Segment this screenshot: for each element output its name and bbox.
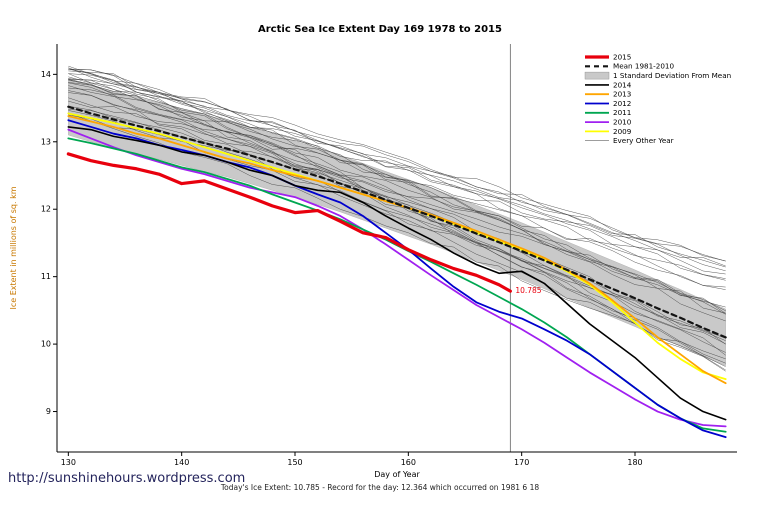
- legend-label: 2011: [613, 108, 631, 117]
- every-other-year-line: [68, 92, 726, 372]
- axes: 130 140 150 160 170 180 9 10 11 12 13 14 Day of Year…: [9, 44, 737, 479]
- legend-label: 2015: [613, 52, 631, 61]
- legend-label: Every Other Year: [613, 136, 674, 145]
- every-other-year-line: [68, 69, 726, 262]
- legend-label: Mean 1981-2010: [613, 62, 674, 71]
- series-line-2010: [67, 128, 727, 428]
- legend-label: 2012: [613, 99, 631, 108]
- y-tick-label: 13: [41, 137, 51, 146]
- legend-label: 2013: [613, 90, 631, 99]
- site-watermark: http://sunshinehours.wordpress.com: [8, 471, 246, 486]
- every-other-year-line: [68, 90, 726, 353]
- every-other-year-line: [68, 68, 726, 314]
- x-tick-label: 160: [401, 458, 416, 467]
- series-line-2014: [67, 126, 727, 421]
- every-other-year-line: [68, 79, 726, 275]
- every-other-year-line: [68, 68, 726, 281]
- y-tick-label: 11: [41, 272, 51, 281]
- every-other-year-line: [68, 85, 726, 268]
- every-other-year-line: [68, 87, 726, 311]
- x-tick-label: 180: [627, 458, 642, 467]
- y-tick-label: 14: [41, 70, 51, 79]
- x-tick-label: 140: [174, 458, 189, 467]
- every-other-year-line: [68, 82, 726, 341]
- every-other-year-line: [68, 114, 726, 279]
- every-other-year-line: [68, 65, 726, 371]
- series-line-2012: [67, 119, 727, 439]
- chart-title: Arctic Sea Ice Extent Day 169 1978 to 20…: [258, 24, 502, 35]
- every-other-year-line: [68, 105, 726, 308]
- legend-label: 1 Standard Deviation From Mean: [613, 71, 731, 80]
- y-tick-label: 10: [41, 340, 51, 349]
- y-tick-label: 12: [41, 205, 51, 214]
- every-other-year-line: [68, 79, 726, 290]
- y-axis-label: Ice Extent in millions of sq. km: [9, 186, 18, 309]
- legend-label: 2009: [613, 127, 632, 136]
- every-other-year-line: [68, 68, 726, 322]
- every-other-year-line: [68, 100, 726, 272]
- legend-label: 2014: [613, 80, 632, 89]
- series-line-mean-1981-2010: [67, 105, 727, 339]
- every-other-year-line: [68, 97, 726, 314]
- series-line-2015: [66, 152, 512, 293]
- x-tick-label: 170: [514, 458, 529, 467]
- current-extent-annotation: 10.785: [515, 286, 541, 295]
- x-axis-label: Day of Year: [374, 470, 420, 479]
- y-tick-label: 9: [46, 407, 51, 416]
- legend-label: 2010: [613, 118, 632, 127]
- x-tick-label: 130: [61, 458, 76, 467]
- chart-footnote: Today's Ice Extent: 10.785 - Record for …: [220, 483, 540, 492]
- x-tick-label: 150: [287, 458, 302, 467]
- legend-swatch-band: [584, 71, 610, 80]
